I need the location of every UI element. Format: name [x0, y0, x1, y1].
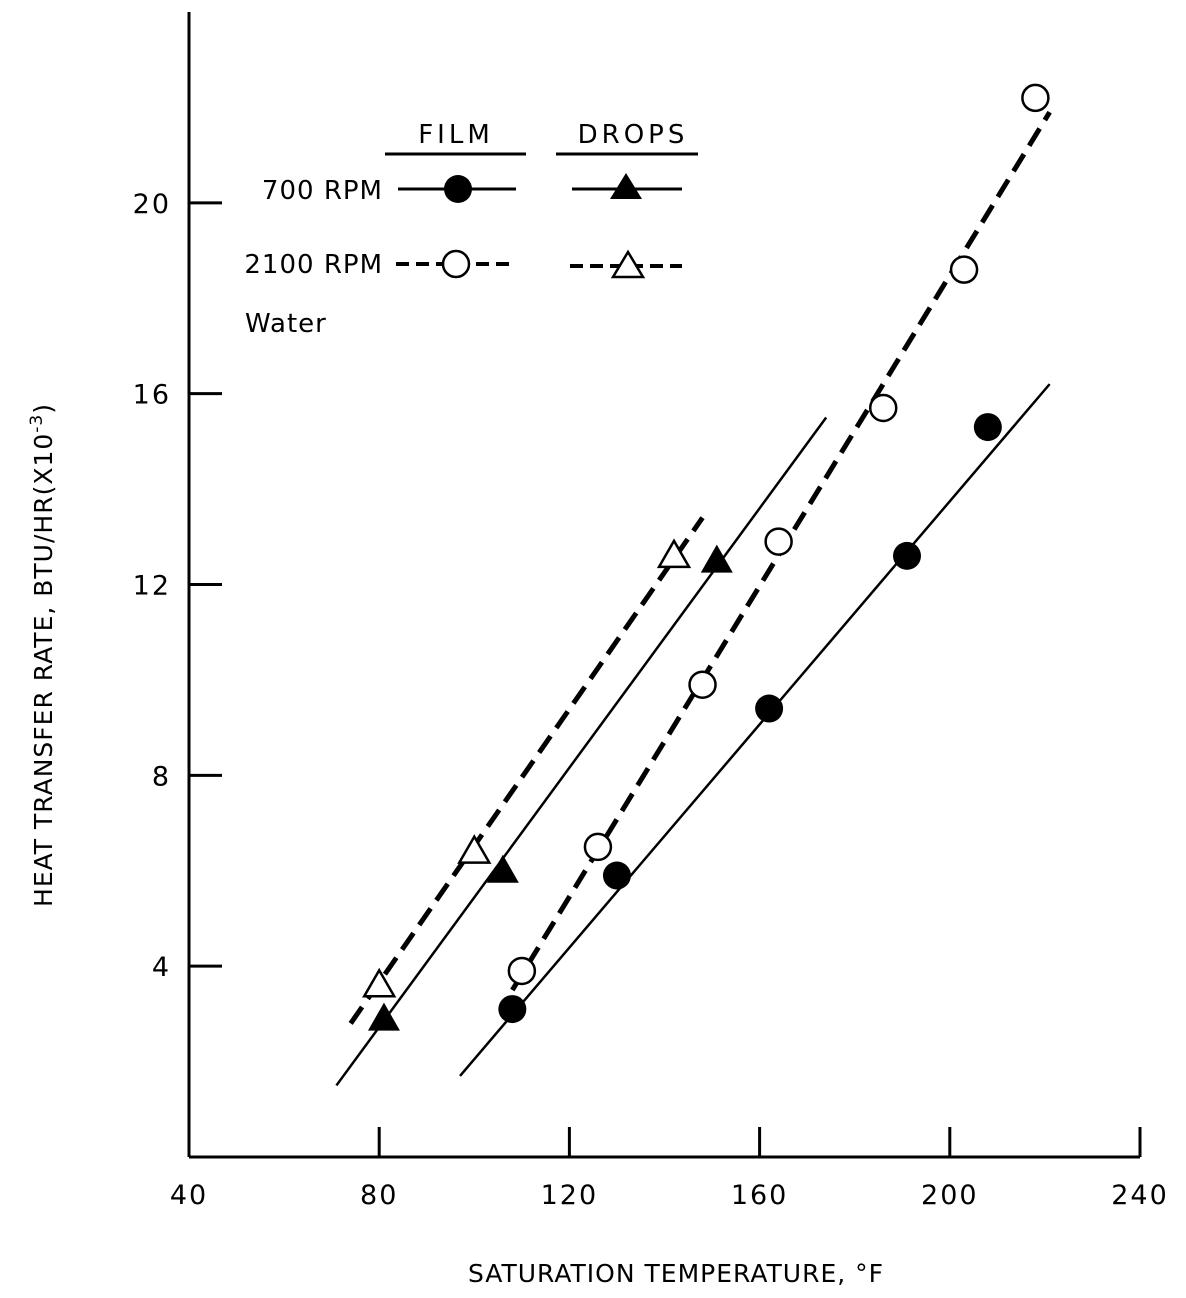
fit-line-drops-700rpm — [335, 416, 828, 1087]
legend-note-water: Water — [245, 309, 327, 339]
legend-header-drops: DROPS — [578, 120, 689, 150]
data-point-open-triangle — [362, 967, 397, 998]
data-point-open-circle — [507, 956, 537, 986]
data-point-filled-circle — [602, 861, 631, 890]
legend-header-film: FILM — [418, 120, 494, 150]
y-axis-label: HEAT TRANSFER RATE, BTU/HR(X10-3) — [27, 403, 58, 907]
data-point-filled-circle — [755, 694, 784, 723]
data-point-filled-triangle — [367, 1002, 400, 1031]
x-axis-label: SATURATION TEMPERATURE, °F — [468, 1259, 884, 1288]
data-point-filled-triangle — [700, 544, 733, 573]
y-tick-label: 8 — [152, 761, 171, 792]
x-tick-label: 40 — [170, 1180, 208, 1211]
data-point-open-circle — [764, 527, 793, 556]
legend-row-label-700rpm: 700 RPM — [262, 176, 383, 206]
y-tick-label: 20 — [133, 189, 171, 220]
data-point-filled-circle — [893, 541, 922, 570]
fit-line-film-700rpm — [459, 383, 1051, 1077]
data-point-open-triangle — [457, 834, 492, 864]
data-point-open-circle — [1021, 83, 1050, 113]
data-point-open-circle — [583, 832, 613, 862]
x-tick-label: 160 — [731, 1180, 789, 1211]
x-tick-label: 80 — [360, 1180, 398, 1211]
data-markers — [362, 83, 1050, 1031]
y-axis-label-main: HEAT TRANSFER RATE, BTU/HR(X10 — [29, 433, 58, 907]
fit-line-drops-2100rpm — [348, 516, 705, 1025]
legend-drops-2100-marker — [610, 249, 646, 279]
legend-drops-700-marker — [610, 173, 642, 199]
data-point-filled-circle — [973, 413, 1002, 442]
data-point-open-circle — [688, 670, 717, 699]
data-point-open-circle — [868, 393, 898, 423]
x-tick-label: 240 — [1111, 1180, 1169, 1211]
y-tick-label: 12 — [133, 571, 171, 602]
data-point-filled-triangle — [486, 854, 519, 883]
data-point-open-triangle — [656, 538, 692, 569]
legend-row-label-2100rpm: 2100 RPM — [244, 250, 383, 280]
data-point-filled-circle — [498, 995, 527, 1024]
legend-film-700-marker — [444, 175, 472, 203]
x-tick-label: 120 — [541, 1180, 599, 1211]
x-tick-label: 200 — [921, 1180, 979, 1211]
axes: 40 80 120 160 200 240 4 8 12 16 20 — [133, 12, 1169, 1211]
y-axis-label-close: ) — [29, 403, 58, 414]
legend: FILM DROPS 700 RPM 2100 RPM Water — [244, 120, 698, 339]
data-point-open-circle — [949, 255, 979, 284]
y-tick-label: 4 — [152, 952, 171, 983]
y-axis-label-exponent: -3 — [27, 414, 47, 433]
y-tick-label: 16 — [133, 380, 171, 411]
legend-film-2100-marker — [441, 249, 471, 279]
